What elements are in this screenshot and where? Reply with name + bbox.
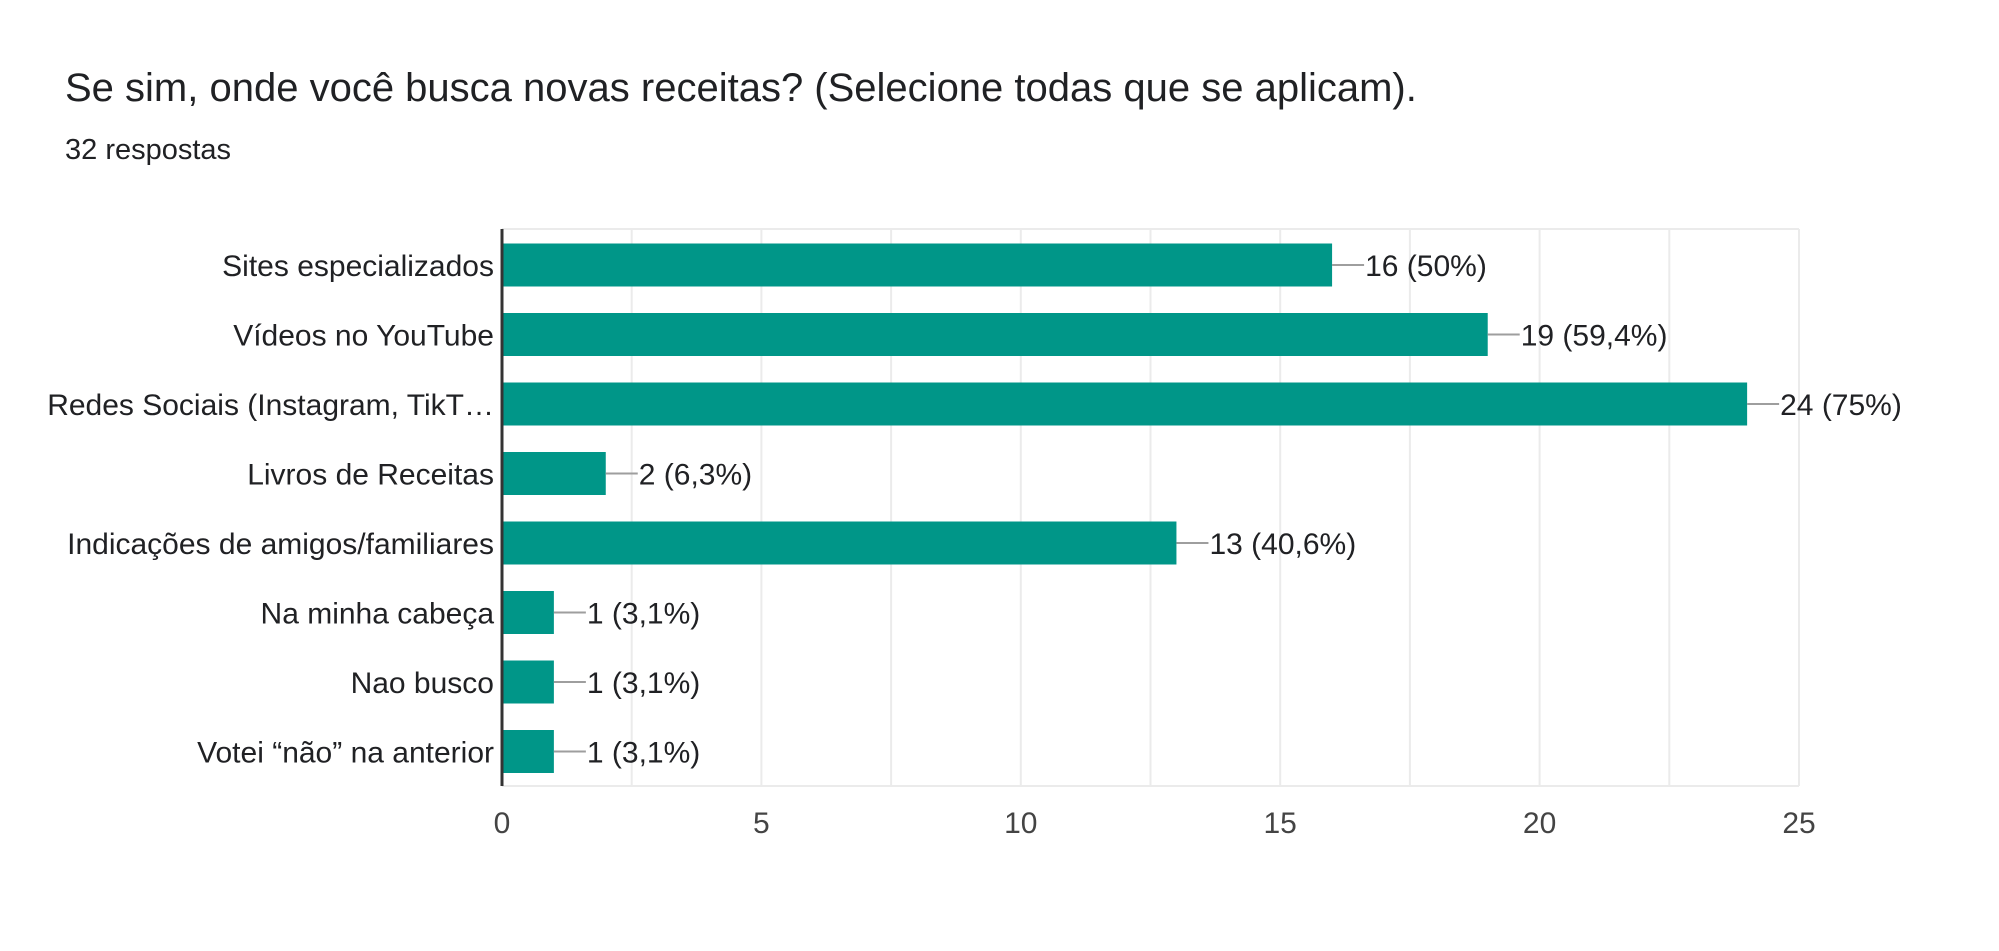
bars bbox=[502, 243, 1748, 773]
category-label: Indicações de amigos/familiares bbox=[67, 528, 494, 561]
bar bbox=[502, 591, 554, 634]
data-labels: 16 (50%) 19 (59,4%) 24 (75%) 2 (6,3%) 13 (40… bbox=[587, 250, 1902, 770]
x-tick-label: 10 bbox=[1004, 807, 1037, 840]
category-label: Redes Sociais (Instagram, TikT… bbox=[47, 389, 494, 422]
chart-title: Se sim, onde você busca novas receitas? … bbox=[65, 66, 1417, 110]
data-label: 24 (75%) bbox=[1780, 389, 1902, 422]
data-label: 1 (3,1%) bbox=[587, 598, 700, 631]
category-labels: Sites especializados Vídeos no YouTube Red… bbox=[47, 250, 494, 770]
data-label: 1 (3,1%) bbox=[587, 667, 700, 700]
x-tick-label: 15 bbox=[1264, 807, 1297, 840]
bar bbox=[502, 382, 1748, 426]
x-tick-label: 20 bbox=[1523, 807, 1556, 840]
leader-lines bbox=[553, 264, 1780, 753]
category-label: Vídeos no YouTube bbox=[233, 320, 494, 353]
category-label: Na minha cabeça bbox=[261, 598, 495, 631]
bar bbox=[502, 452, 606, 495]
bar bbox=[502, 660, 554, 704]
category-label: Sites especializados bbox=[222, 250, 494, 283]
x-tick-label: 0 bbox=[494, 807, 511, 840]
x-tick-label: 25 bbox=[1782, 807, 1815, 840]
bar bbox=[502, 313, 1488, 356]
grid-lines bbox=[501, 228, 1800, 787]
bar bbox=[502, 730, 554, 773]
data-label: 2 (6,3%) bbox=[639, 459, 752, 492]
data-label: 1 (3,1%) bbox=[587, 737, 700, 770]
category-label: Nao busco bbox=[351, 667, 494, 700]
category-label: Votei “não” na anterior bbox=[197, 737, 494, 770]
bar bbox=[502, 521, 1177, 565]
category-label: Livros de Receitas bbox=[247, 459, 494, 492]
bar bbox=[502, 243, 1333, 287]
data-label: 19 (59,4%) bbox=[1521, 320, 1668, 353]
x-tick-label: 5 bbox=[753, 807, 770, 840]
response-count: 32 respostas bbox=[65, 134, 232, 166]
data-label: 16 (50%) bbox=[1365, 250, 1487, 283]
data-label: 13 (40,6%) bbox=[1209, 528, 1356, 561]
x-axis-ticks: 0 5 10 15 20 25 bbox=[494, 807, 1816, 840]
